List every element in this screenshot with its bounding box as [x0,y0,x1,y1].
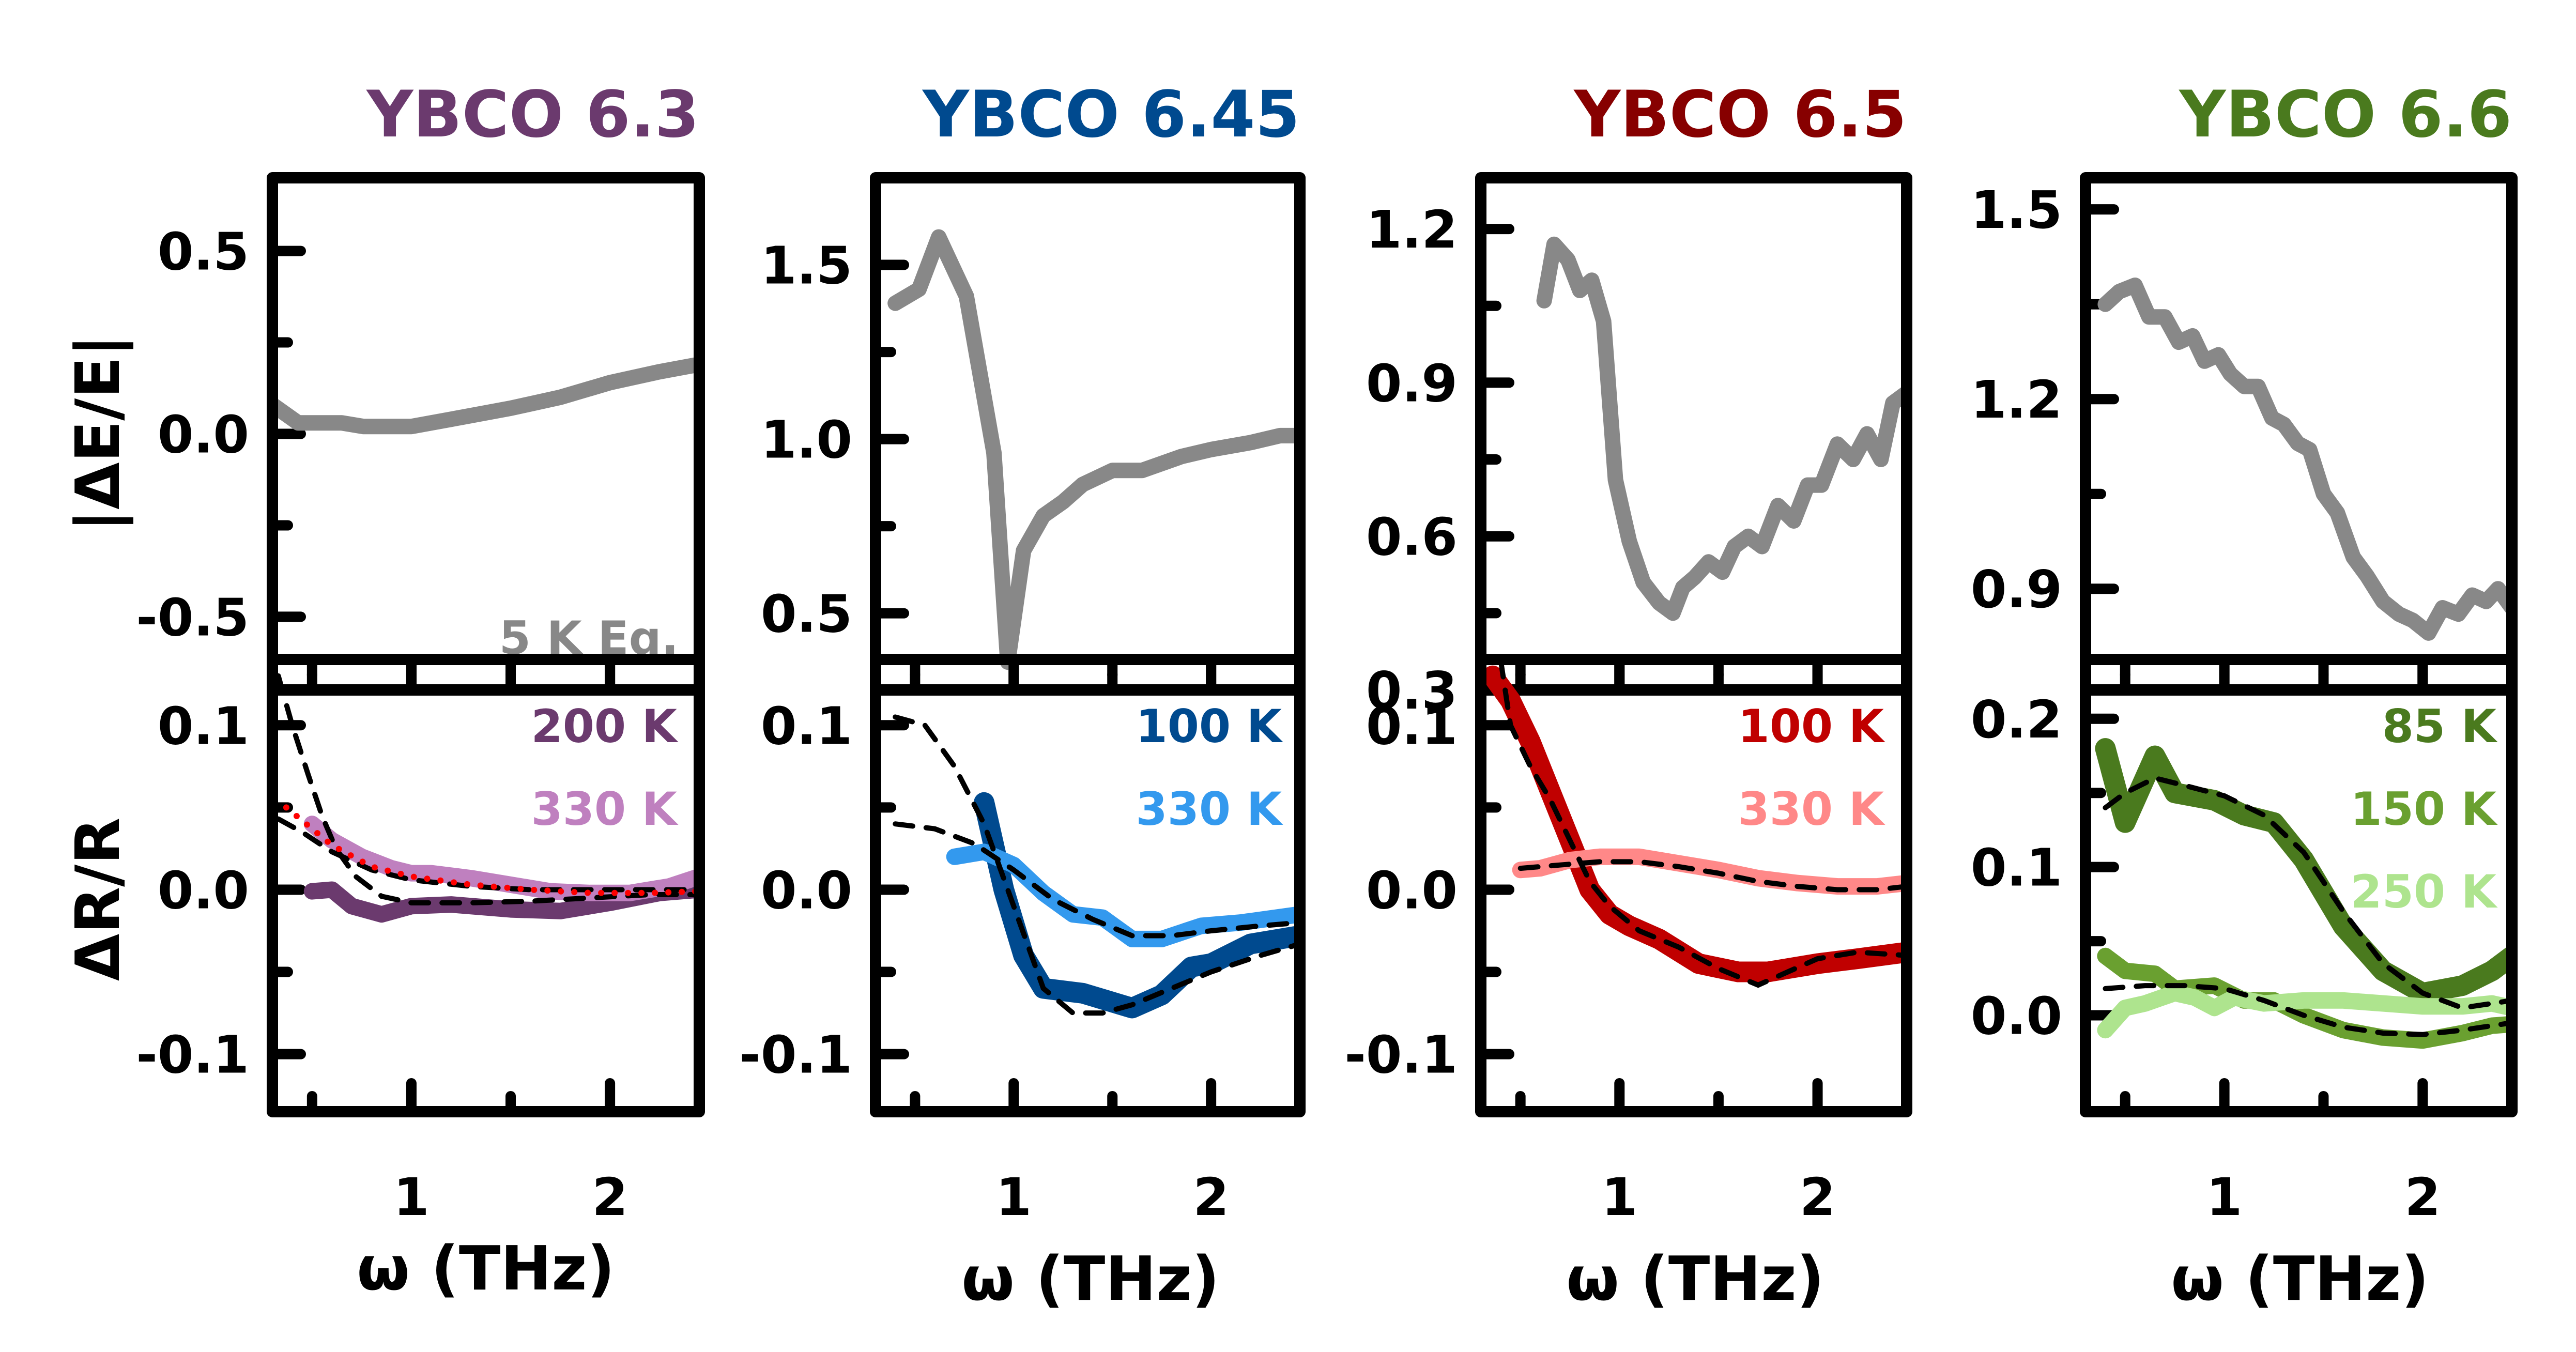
series-5-k-eq [272,357,699,435]
y-tick-label: 1.2 [1366,199,1458,260]
panels-group: YBCO 6.3-0.50.00.55 K Eq.1 2-0.10.00.1 200… [136,78,2518,1227]
y-tick-label: -0.1 [136,1025,249,1085]
series-5-k-eq [1536,236,1907,621]
panel-ybco-6-5-bottom: 1 2 -0.1 0.0 0.1 100 K 330 K [1344,654,1912,1227]
bottom-y-axis-label: ΔR/R [62,818,133,981]
y-tick-label: 0.9 [1971,559,2062,620]
panel-ybco-6-6-top: YBCO 6.6 0.9 1.2 1.5 [1971,78,2518,696]
y-tick-label: 0.0 [1971,986,2062,1047]
x-tick-label: 2 [2405,1167,2441,1227]
y-tick-label: 0.0 [158,860,249,920]
x-tick-label: 2 [1800,1167,1836,1227]
x-tick-label: 1 [393,1167,430,1227]
series-group [275,673,699,923]
panel-ybco-6-3-bottom: 1 2 -0.1 0.0 0.1 200 K 330 K [136,654,705,1227]
x-axis-label-col4: ω (THz) [2171,1243,2429,1314]
series-fit-330-k-alt [283,804,699,896]
y-tick-label: 0.0 [761,860,852,920]
y-tick-label: 0.3 [1366,660,1458,721]
series-fit-150-k [2103,983,2512,1037]
series-group [2095,738,2512,1049]
panel-ybco-6-6-bottom: 1 2 0.0 0.1 0.2 85 K 150 K 250 K [1971,654,2518,1227]
x-tick-label: 1 [1601,1167,1637,1227]
series-85-k [2095,738,2512,1004]
x-axis-label-col2: ω (THz) [961,1243,1219,1314]
series-100-k [974,792,1300,1019]
y-tick-label: 0.5 [158,222,249,282]
panel-title: YBCO 6.5 [1573,78,1907,152]
legend-entry: 330 K [1136,782,1283,836]
x-tick-label: 1 [2206,1167,2243,1227]
y-tick-label: 0.0 [158,405,249,465]
y-tick-label: 0.0 [1366,860,1458,920]
x-tick-label: 2 [592,1167,628,1227]
plot-frame [267,654,705,1117]
plot-frame [870,172,1306,696]
legend-entry: 100 K [1136,700,1283,753]
x-axis-label-col1: ω (THz) [357,1233,615,1304]
plot-frame [1475,654,1912,1117]
legend-entry: 330 K [531,782,678,836]
y-tick-label: 1.2 [1971,370,2062,430]
y-tick-label: 0.6 [1366,507,1458,567]
series-fit-330-k [1517,859,1907,893]
panel-ybco-6-45-bottom: 1 2 -0.1 0.0 0.1 100 K 330 K [739,654,1306,1227]
series-5-k-eq [887,229,1300,670]
y-tick-label: 0.5 [761,584,852,644]
plot-frame [1475,172,1912,696]
y-tick-label: 1.5 [1971,180,2062,240]
y-tick-label: -0.1 [1344,1025,1458,1085]
plot-frame [2080,172,2518,696]
y-tick-label: 0.2 [1971,689,2062,750]
panel-title: YBCO 6.6 [2178,78,2512,152]
panel-title: YBCO 6.3 [365,78,699,152]
y-tick-label: 1.0 [761,410,852,470]
panel-ybco-6-45-top: YBCO 6.45 0.5 1.0 1.5 [761,78,1306,696]
y-tick-label: -0.5 [136,587,249,648]
series-fit-200-k [275,673,699,905]
series-fit-330-k [893,821,1300,939]
legend-entry: 100 K [1738,700,1885,753]
y-tick-label: 1.5 [761,236,852,296]
series-fit-330-k [275,816,699,893]
series-group [1482,659,1907,988]
series-group [893,714,1300,1019]
x-tick-label: 2 [1193,1167,1229,1227]
series-100-k [1482,665,1907,982]
y-tick-label: 0.9 [1366,353,1458,413]
panel-ybco-6-5-top: YBCO 6.5 0.3 0.6 0.9 1.2 [1366,78,1912,721]
panel-ybco-6-3-top: YBCO 6.3-0.50.00.55 K Eq. [136,78,705,696]
panel-title: YBCO 6.45 [922,78,1300,152]
y-tick-label: 0.1 [1971,838,2062,898]
series-group [2097,278,2512,641]
series-250-k [2097,985,2512,1039]
legend-entry: 200 K [531,700,678,753]
series-group [1536,236,1907,621]
y-tick-label: -0.1 [739,1025,852,1085]
series-fit-100-k [893,714,1300,1016]
y-tick-label: 0.1 [1366,696,1458,756]
y-tick-label: 0.1 [761,696,852,756]
plot-frame [870,654,1306,1117]
legend-entry: 250 K [2350,865,2497,918]
series-5-k-eq [2097,278,2512,641]
legend-entry: 85 K [2382,700,2498,753]
series-fit-100-k [1498,659,1907,988]
series-330-k [1512,848,1907,895]
legend-entry: 330 K [1738,782,1885,836]
plot-frame [267,172,705,696]
x-tick-label: 1 [996,1167,1032,1227]
series-group [887,229,1300,670]
top-y-axis-label: |ΔE/E| [62,334,133,532]
series-group [272,357,699,435]
legend-entry: 150 K [2350,782,2497,836]
series-fit-85-k [2103,775,2512,1011]
x-axis-label-col3: ω (THz) [1566,1243,1824,1314]
plot-frame [2080,654,2518,1117]
y-tick-label: 0.1 [158,696,249,756]
series-330-k [946,843,1300,947]
